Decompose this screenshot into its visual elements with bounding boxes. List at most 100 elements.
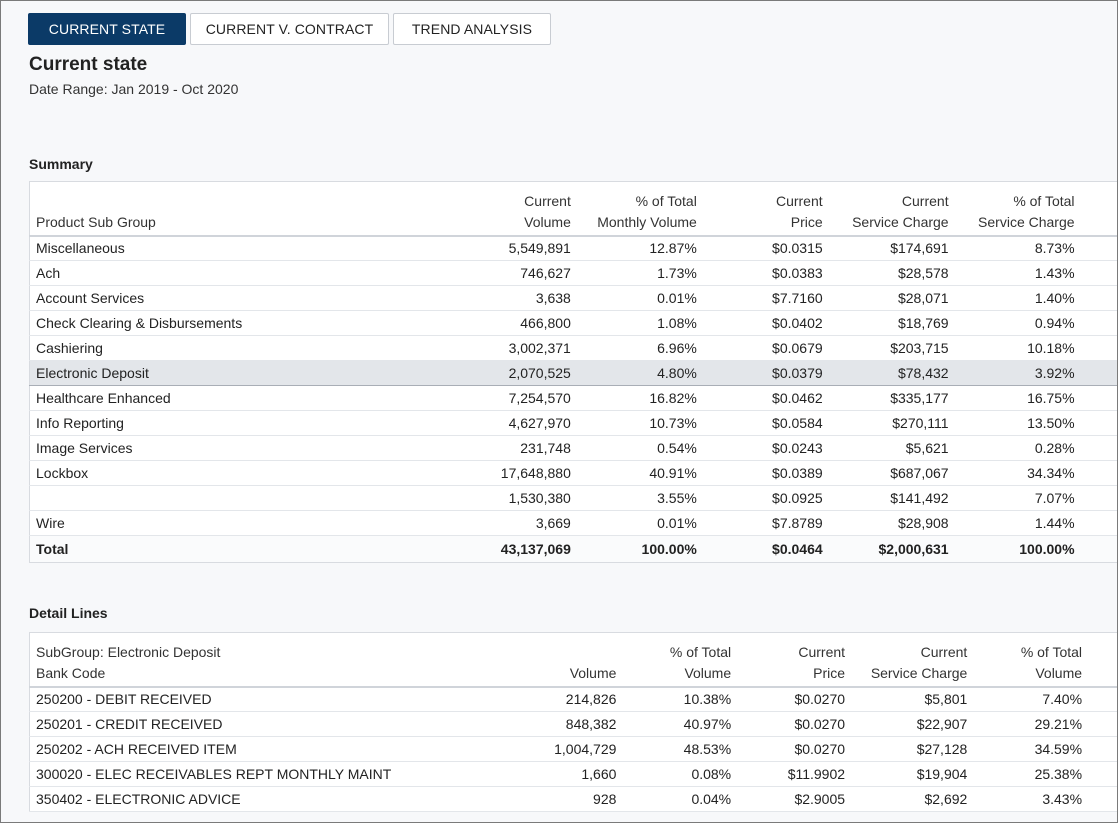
page-title: Current state: [29, 54, 148, 75]
row-spacer: [1080, 410, 1117, 436]
row-value-cell: 8.73%: [954, 235, 1081, 261]
row-value-cell: $0.0925: [702, 485, 829, 511]
tab-current-state[interactable]: CURRENT STATE: [28, 13, 186, 45]
tab-current-v-contract[interactable]: CURRENT V. CONTRACT: [190, 13, 389, 45]
row-value-cell: 0.01%: [576, 285, 703, 311]
table-row[interactable]: Cashiering 3,002,371 6.96% $0.0679 $203,715 1…: [29, 335, 1117, 361]
detail-row[interactable]: 250200 - DEBIT RECEIVED 214,826 10.38% $0.0…: [29, 686, 1117, 712]
row-value-cell: $0.0243: [702, 435, 829, 461]
header-cell: % of Total: [635, 192, 697, 209]
summary-section-title: Summary: [29, 156, 93, 172]
row-spacer: [1080, 360, 1117, 386]
table-row[interactable]: Account Services 3,638 0.01% $7.7160 $28,071…: [29, 285, 1117, 311]
row-value-cell: 3.43%: [973, 786, 1089, 812]
row-value-cell: 13.50%: [954, 410, 1081, 436]
table-row[interactable]: Lockbox 17,648,880 40.91% $0.0389 $687,067 34…: [29, 460, 1117, 486]
row-value-cell: 0.01%: [576, 510, 703, 536]
header-cell[interactable]: Volume: [622, 659, 738, 688]
table-row[interactable]: Healthcare Enhanced 7,254,570 16.82% $0.046…: [29, 385, 1117, 411]
table-row[interactable]: Ach 746,627 1.73% $0.0383 $28,578 1.43%: [29, 260, 1117, 286]
row-value-cell: $203,715: [828, 335, 955, 361]
detail-row[interactable]: 250201 - CREDIT RECEIVED 848,382 40.97% $0.…: [29, 711, 1117, 737]
row-value-cell: $28,071: [828, 285, 955, 311]
detail-row[interactable]: 300020 - ELEC RECEIVABLES REPT MONTHLY M…: [29, 761, 1117, 787]
row-value-cell: 4.80%: [576, 360, 703, 386]
row-label-cell: Electronic Deposit: [29, 360, 312, 386]
row-value-cell: 25.38%: [973, 761, 1089, 787]
header-cell: Current: [920, 643, 968, 660]
row-label-cell: Lockbox: [29, 460, 312, 486]
row-value-cell: 0.54%: [576, 435, 703, 461]
row-value-cell: $11.9902: [737, 761, 852, 787]
header-cell[interactable]: Service Charge: [851, 659, 974, 688]
row-label-cell: Ach: [29, 260, 312, 286]
table-row[interactable]: Check Clearing & Disbursements 466,800 1.0…: [29, 310, 1117, 336]
header-cell[interactable]: Service Charge: [954, 208, 1081, 237]
row-value-cell: 48.53%: [622, 736, 738, 762]
row-label-cell: Account Services: [29, 285, 312, 311]
row-label-cell: 250200 - DEBIT RECEIVED: [29, 686, 398, 712]
table-row[interactable]: 1,530,380 3.55% $0.0925 $141,492 7.07%: [29, 485, 1117, 511]
row-value-cell: 10.18%: [954, 335, 1081, 361]
row-label-cell: Image Services: [29, 435, 312, 461]
header-cell: % of Total: [669, 643, 732, 660]
table-row[interactable]: Image Services 231,748 0.54% $0.0243 $5,621 0…: [29, 435, 1117, 461]
tab-trend-analysis[interactable]: TREND ANALYSIS: [393, 13, 551, 45]
row-spacer: [1080, 435, 1117, 461]
header-cell[interactable]: Bank Code: [29, 659, 398, 688]
row-value-cell: $78,432: [828, 360, 955, 386]
total-label-cell: Total: [29, 535, 312, 563]
header-cell: Current: [775, 192, 823, 209]
header-cell[interactable]: Monthly Volume: [576, 208, 703, 237]
header-cell[interactable]: Volume: [397, 659, 623, 688]
header-cell[interactable]: Product Sub Group: [29, 208, 312, 237]
row-value-cell: 34.59%: [973, 736, 1089, 762]
row-spacer: [1080, 510, 1117, 536]
row-value-cell: 214,826: [397, 686, 623, 712]
header-cell[interactable]: Volume: [973, 659, 1089, 688]
row-value-cell: $174,691: [828, 235, 955, 261]
summary-table: Current % of Total Current Current % of …: [29, 181, 1118, 563]
row-value-cell: $2,692: [851, 786, 974, 812]
row-label-cell: Healthcare Enhanced: [29, 385, 312, 411]
total-value-cell: 43,137,069: [311, 535, 577, 563]
total-value-cell: 100.00%: [576, 535, 703, 563]
summary-body: Miscellaneous 5,549,891 12.87% $0.0315 $174,…: [29, 235, 1117, 563]
summary-header-top: Current % of Total Current Current % of …: [30, 182, 1118, 209]
row-value-cell: 1,530,380: [311, 485, 577, 511]
row-value-cell: $0.0402: [702, 310, 829, 336]
table-row[interactable]: Wire 3,669 0.01% $7.8789 $28,908 1.44%: [29, 510, 1117, 536]
row-value-cell: 1.40%: [954, 285, 1081, 311]
row-value-cell: 2,070,525: [311, 360, 577, 386]
table-row[interactable]: Miscellaneous 5,549,891 12.87% $0.0315 $174,…: [29, 235, 1117, 261]
table-row[interactable]: Electronic Deposit 2,070,525 4.80% $0.0379 $…: [29, 360, 1117, 386]
header-cell[interactable]: Price: [737, 659, 852, 688]
row-spacer: [1080, 335, 1117, 361]
row-value-cell: $0.0379: [702, 360, 829, 386]
row-value-cell: $22,907: [851, 711, 974, 737]
row-value-cell: $0.0315: [702, 235, 829, 261]
row-value-cell: 10.73%: [576, 410, 703, 436]
header-cell[interactable]: Price: [702, 208, 829, 237]
header-cell[interactable]: Service Charge: [828, 208, 955, 237]
detail-row[interactable]: 350402 - ELECTRONIC ADVICE 928 0.04% $2.900…: [29, 786, 1117, 812]
row-spacer: [1080, 485, 1117, 511]
date-range: Date Range: Jan 2019 - Oct 2020: [29, 81, 239, 97]
row-spacer: [1080, 260, 1117, 286]
row-value-cell: 17,648,880: [311, 460, 577, 486]
row-value-cell: 1.44%: [954, 510, 1081, 536]
row-value-cell: $7.7160: [702, 285, 829, 311]
header-cell[interactable]: Volume: [311, 208, 577, 237]
row-label-cell: Check Clearing & Disbursements: [29, 310, 312, 336]
row-label-cell: 350402 - ELECTRONIC ADVICE: [29, 786, 398, 812]
total-value-cell: $0.0464: [702, 535, 829, 563]
row-value-cell: 6.96%: [576, 335, 703, 361]
table-row[interactable]: Info Reporting 4,627,970 10.73% $0.0584 $270…: [29, 410, 1117, 436]
row-value-cell: 3.92%: [954, 360, 1081, 386]
row-value-cell: 3,669: [311, 510, 577, 536]
detail-row[interactable]: 250202 - ACH RECEIVED ITEM 1,004,729 48.53…: [29, 736, 1117, 762]
header-cell: [397, 633, 622, 660]
header-spacer: [1081, 182, 1117, 209]
row-value-cell: 4,627,970: [311, 410, 577, 436]
header-cell: SubGroup: Electronic Deposit: [36, 643, 221, 660]
